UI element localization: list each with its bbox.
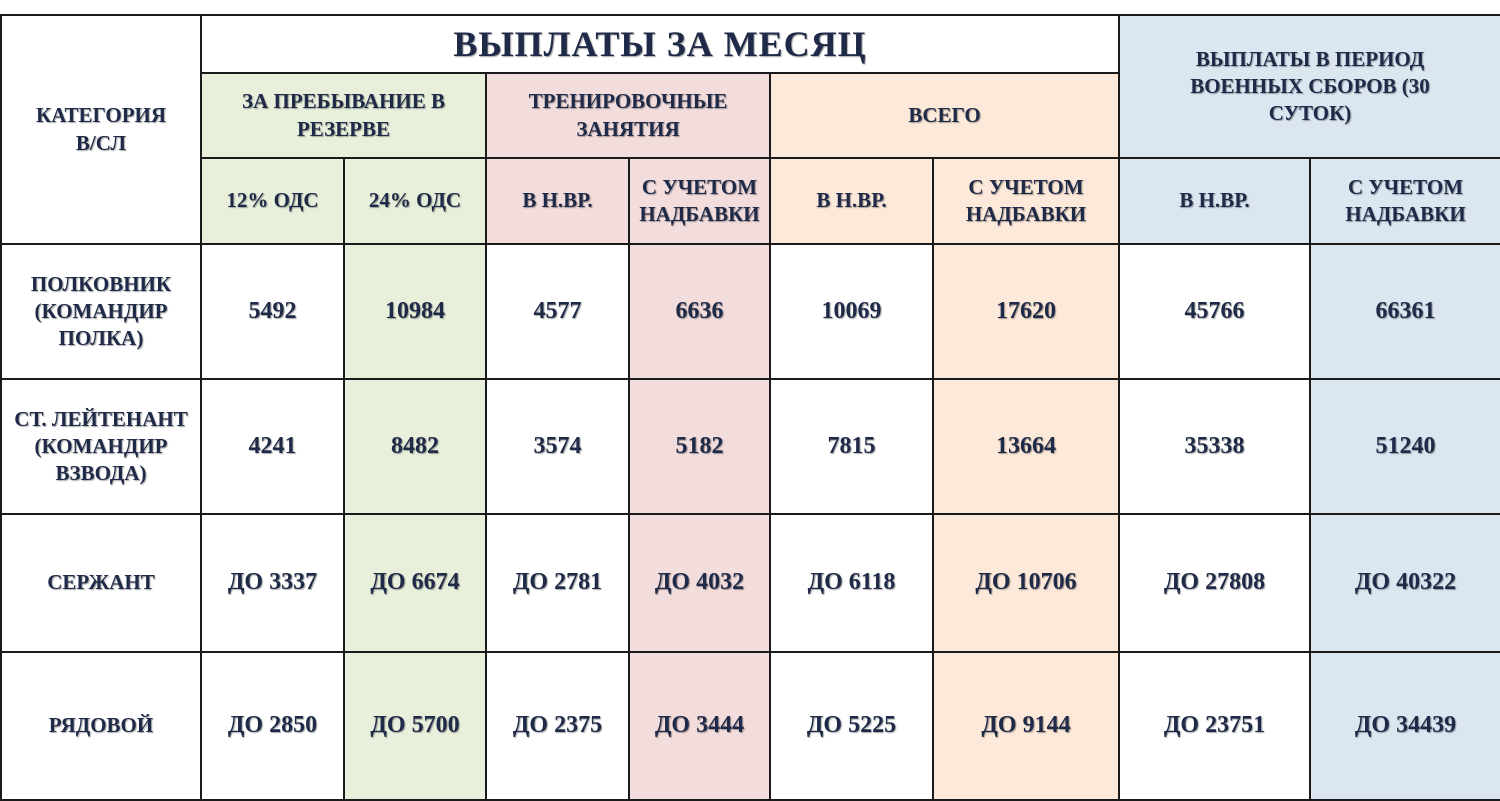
value-cell: ДО 2781 [485, 513, 630, 653]
value-cell: ДО 3444 [628, 651, 771, 801]
value-cell: 45766 [1118, 243, 1311, 380]
value-cell: ДО 5225 [769, 651, 934, 801]
value-cell: 4241 [200, 378, 345, 515]
row-label: РЯДОВОЙ [0, 651, 202, 801]
value-cell: 8482 [343, 378, 487, 515]
value-cell: ДО 4032 [628, 513, 771, 653]
value-cell: ДО 27808 [1118, 513, 1311, 653]
value-cell: ДО 5700 [343, 651, 487, 801]
subheader: С УЧЕТОМ НАДБАВКИ [1308, 157, 1500, 245]
value-cell: ДО 6118 [769, 513, 934, 653]
subheader: В Н.ВР. [485, 157, 630, 245]
category-header: КАТЕГОРИЯ В/СЛ [0, 14, 202, 245]
table-wrap: КАТЕГОРИЯ В/СЛ ВЫПЛАТЫ ЗА МЕСЯЦ ВЫПЛАТЫ … [0, 14, 1500, 801]
table-row: ПОЛКОВНИК (КОМАНДИР ПОЛКА) 5492 10984 4577 6… [0, 243, 1500, 380]
subheader: 24% ОДС [343, 157, 487, 245]
row-label: ПОЛКОВНИК (КОМАНДИР ПОЛКА) [0, 243, 202, 380]
subheader: С УЧЕТОМ НАДБАВКИ [932, 157, 1120, 245]
value-cell: 10984 [343, 243, 487, 380]
row-label: СТ. ЛЕЙТЕНАНТ (КОМАНДИР ВЗВОДА) [0, 378, 202, 515]
row-label: СЕРЖАНТ [0, 513, 202, 653]
value-cell: ДО 23751 [1118, 651, 1311, 801]
value-cell: ДО 40322 [1308, 513, 1500, 653]
group-header: ВСЕГО [769, 72, 1120, 159]
value-cell: ДО 6674 [343, 513, 487, 653]
subheader: 12% ОДС [200, 157, 345, 245]
value-cell: ДО 2375 [485, 651, 630, 801]
value-cell: ДО 10706 [932, 513, 1120, 653]
value-cell: 66361 [1308, 243, 1500, 380]
table-row: СТ. ЛЕЙТЕНАНТ (КОМАНДИР ВЗВОДА) 4241 8482 3… [0, 378, 1500, 515]
value-cell: ДО 34439 [1308, 651, 1500, 801]
group-header: ЗА ПРЕБЫВАНИЕ В РЕЗЕРВЕ [200, 72, 487, 159]
value-cell: 6636 [628, 243, 771, 380]
value-cell: 5492 [200, 243, 345, 380]
subheader: В Н.ВР. [1118, 157, 1311, 245]
subheader: В Н.ВР. [769, 157, 934, 245]
camp-title: ВЫПЛАТЫ В ПЕРИОД ВОЕННЫХ СБОРОВ (30 СУТО… [1117, 14, 1500, 159]
value-cell: 13664 [932, 378, 1120, 515]
value-cell: 10069 [769, 243, 934, 380]
value-cell: 17620 [932, 243, 1120, 380]
value-cell: 3574 [485, 378, 630, 515]
value-cell: ДО 3337 [200, 513, 345, 653]
value-cell: 7815 [769, 378, 934, 515]
value-cell: ДО 9144 [932, 651, 1120, 801]
value-cell: 5182 [628, 378, 771, 515]
table-body: ПОЛКОВНИК (КОМАНДИР ПОЛКА) 5492 10984 4577 6… [0, 243, 1500, 801]
table-row: РЯДОВОЙ ДО 2850 ДО 5700 ДО 2375 ДО 3444 ДО 52… [0, 651, 1500, 801]
value-cell: 4577 [485, 243, 630, 380]
payments-table: КАТЕГОРИЯ В/СЛ ВЫПЛАТЫ ЗА МЕСЯЦ ВЫПЛАТЫ … [0, 14, 1500, 801]
subheader: С УЧЕТОМ НАДБАВКИ [628, 157, 771, 245]
group-header: ТРЕНИРОВОЧНЫЕ ЗАНЯТИЯ [485, 72, 771, 159]
monthly-title: ВЫПЛАТЫ ЗА МЕСЯЦ [200, 14, 1120, 74]
value-cell: ДО 2850 [200, 651, 345, 801]
table-row: СЕРЖАНТ ДО 3337 ДО 6674 ДО 2781 ДО 4032 ДО 61… [0, 513, 1500, 653]
value-cell: 35338 [1118, 378, 1311, 515]
value-cell: 51240 [1308, 378, 1500, 515]
